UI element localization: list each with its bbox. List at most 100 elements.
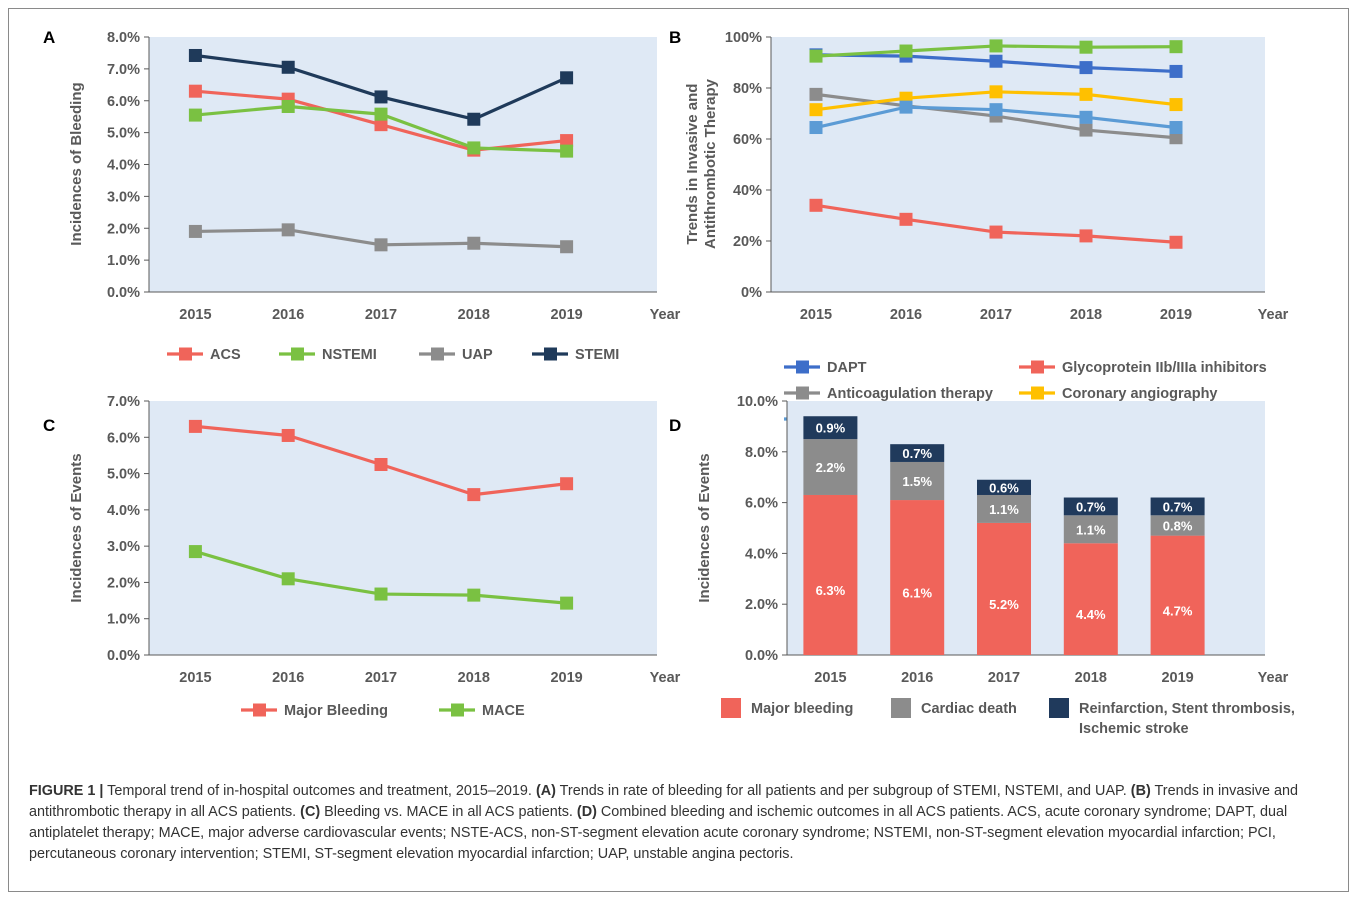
- x-tick-label: 2017: [980, 307, 1012, 323]
- chart-panel-b: B 0% 20% 40% 60% 80% 100% 2015 2016 2017 2018 2019 Y…: [669, 28, 1289, 428]
- legend: ACS NSTEMI UAP STEMI: [167, 347, 619, 363]
- data-label: 2.2%: [816, 460, 846, 475]
- legend-swatch-marker: [253, 703, 266, 717]
- x-tick-label: 2017: [988, 670, 1020, 686]
- legend-label: MACE: [482, 703, 525, 719]
- data-point: [899, 44, 913, 58]
- legend-label-line: Major bleeding: [751, 701, 853, 717]
- bar-segment: [977, 522, 1031, 655]
- data-label: 0.7%: [1163, 499, 1193, 514]
- data-point: [1169, 40, 1183, 54]
- legend-swatch: [721, 698, 741, 718]
- legend-label: Reinfarction, Stent thrombosis, Ischemic …: [1079, 701, 1295, 737]
- data-point: [281, 223, 295, 237]
- x-tick-label: 2018: [458, 670, 490, 686]
- data-point: [809, 87, 823, 101]
- caption-part: (A): [535, 783, 556, 799]
- x-tick-label: 2019: [550, 670, 582, 686]
- data-point: [281, 572, 295, 586]
- x-axis-title: Year: [650, 670, 681, 686]
- series-nstemi: [188, 99, 574, 158]
- legend-swatch-marker: [431, 347, 444, 361]
- panel-label: B: [669, 28, 681, 47]
- caption-part: (D): [576, 804, 597, 820]
- x-axis-title: Year: [1258, 307, 1289, 323]
- y-tick-label: 3.0%: [107, 539, 140, 555]
- figure-charts: A 0.0% 1.0% 2.0% 3.0% 4.0% 5.0% 6.0% 7.0% 8.0% 201…: [43, 28, 1295, 737]
- data-point: [809, 103, 823, 117]
- data-point: [899, 212, 913, 226]
- series-glycoprotein-iib-iiia-inhibitors: [809, 198, 1183, 249]
- y-tick-label: 10.0%: [737, 394, 778, 410]
- plot-background: [149, 401, 657, 655]
- y-axis-title-line: Antithrombotic Therapy: [702, 78, 719, 249]
- caption-part: Combined bleeding and ischemic outcomes …: [29, 804, 1288, 862]
- y-tick-label: 4.0%: [107, 503, 140, 519]
- data-label: 0.9%: [816, 421, 846, 436]
- data-point: [809, 121, 823, 135]
- y-tick-label: 40%: [733, 183, 762, 199]
- legend-swatch-marker: [796, 360, 809, 374]
- data-point: [989, 54, 1003, 68]
- x-tick-label: 2019: [1161, 670, 1193, 686]
- data-point: [1079, 61, 1093, 75]
- y-axis-title: Incidences of Events: [68, 453, 85, 602]
- data-point: [1169, 98, 1183, 112]
- data-label: 6.1%: [902, 586, 932, 601]
- y-axis-title: Incidences of Bleeding: [68, 82, 85, 245]
- legend-label: DAPT: [827, 360, 867, 376]
- y-axis-title: Incidences of Events: [696, 453, 713, 602]
- data-point: [281, 60, 295, 74]
- data-point: [989, 85, 1003, 99]
- series-stemi: [188, 48, 574, 126]
- chart-panel-a: A 0.0% 1.0% 2.0% 3.0% 4.0% 5.0% 6.0% 7.0% 8.0% 201…: [43, 28, 681, 363]
- bar-segment: [803, 416, 858, 440]
- legend-label: Coronary angiography: [1062, 386, 1218, 402]
- x-tick-label: 2019: [550, 307, 582, 323]
- y-tick-label: 80%: [733, 81, 762, 97]
- data-point: [989, 39, 1003, 53]
- x-tick-label: 2015: [179, 670, 211, 686]
- caption-part: (B): [1130, 783, 1151, 799]
- legend-label: Major Bleeding: [284, 703, 388, 719]
- data-point: [188, 419, 202, 433]
- y-tick-label: 100%: [725, 30, 762, 46]
- data-point: [1079, 229, 1093, 243]
- y-tick-label: 1.0%: [107, 612, 140, 628]
- bar-segment: [803, 439, 858, 495]
- y-tick-label: 4.0%: [107, 158, 140, 174]
- y-axis-title: Trends in Invasive andAntithrombotic The…: [684, 78, 719, 249]
- y-axis-title-line: Trends in Invasive and: [684, 84, 701, 245]
- legend-swatch-marker: [544, 347, 557, 361]
- plot-background: [771, 37, 1265, 292]
- y-tick-label: 60%: [733, 132, 762, 148]
- data-point: [281, 99, 295, 113]
- x-tick-label: 2015: [800, 307, 832, 323]
- data-point: [188, 108, 202, 122]
- y-tick-label: 0.0%: [745, 648, 778, 664]
- legend-label: NSTEMI: [322, 347, 377, 363]
- y-tick-label: 0.0%: [107, 285, 140, 301]
- x-tick-label: 2016: [890, 307, 922, 323]
- plot-background: [149, 37, 657, 292]
- legend-swatch-marker: [179, 347, 192, 361]
- series-uap: [188, 223, 574, 254]
- data-label: 0.8%: [1163, 518, 1193, 533]
- data-point: [899, 100, 913, 114]
- bar-segment: [1063, 497, 1118, 516]
- legend-swatch-marker: [451, 703, 464, 717]
- data-point: [374, 587, 388, 601]
- data-label: 0.7%: [902, 446, 932, 461]
- caption-part: (C): [300, 804, 321, 820]
- data-point: [467, 588, 481, 602]
- data-label: 1.1%: [1076, 522, 1106, 537]
- data-point: [374, 458, 388, 471]
- series-pci: [809, 100, 1183, 135]
- series-major-bleeding: [188, 419, 574, 502]
- data-point: [1169, 235, 1183, 249]
- legend: Major Bleeding MACE: [241, 703, 525, 719]
- chart-panel-d: D 0.0% 2.0% 4.0% 6.0% 8.0% 10.0% 2015 2016 2017 20…: [669, 394, 1295, 737]
- legend-label: Anticoagulation therapy: [827, 386, 993, 402]
- x-tick-label: 2015: [179, 307, 211, 323]
- x-axis-title: Year: [650, 307, 681, 323]
